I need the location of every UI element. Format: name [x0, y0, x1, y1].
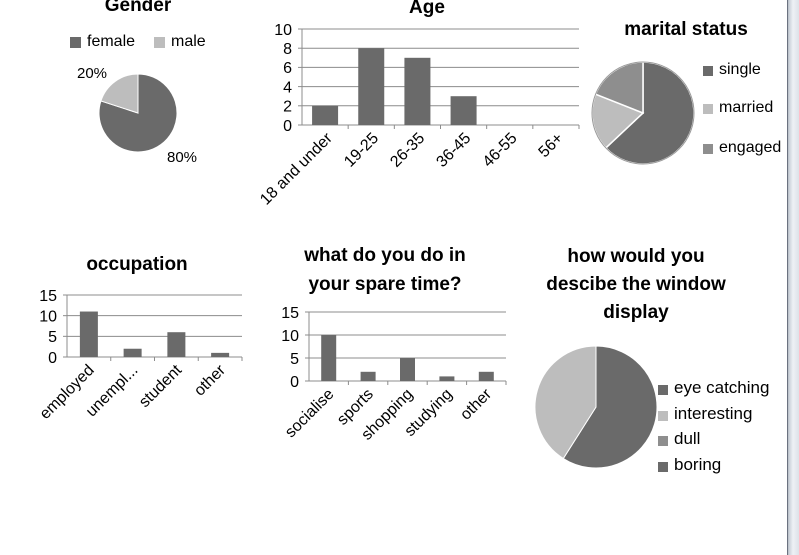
category-label: 26-35	[387, 130, 428, 171]
chart-title: Gender	[105, 0, 172, 16]
data-label: 20%	[77, 65, 107, 82]
bar-0	[79, 311, 98, 357]
chart-gender: 80% 20% female male Gender	[70, 0, 206, 166]
legend-label: dull	[674, 429, 700, 448]
chart-title: occupation	[86, 254, 187, 275]
legend-swatch-1	[658, 411, 668, 421]
y-tick-label: 0	[48, 350, 57, 367]
pie-slice-0	[562, 345, 658, 469]
y-tick-label: 8	[283, 41, 292, 58]
bar-1	[360, 371, 376, 381]
chart-title: display	[603, 302, 669, 323]
legend-swatch-0	[70, 37, 81, 48]
window-right-border	[787, 0, 799, 555]
category-label: other	[457, 385, 495, 423]
category-label: 19-25	[341, 130, 382, 171]
y-tick-label: 15	[39, 288, 57, 305]
chart-title: descibe the window	[546, 274, 726, 295]
legend-label: female	[87, 33, 135, 50]
chart-title: Age	[409, 0, 445, 18]
bar-2	[400, 358, 415, 381]
y-tick-label: 15	[281, 305, 299, 322]
window-border-line	[787, 0, 788, 555]
bar-3	[450, 96, 477, 125]
legend-swatch-2	[658, 436, 668, 446]
chart-marital: single married engaged marital status	[591, 19, 781, 165]
y-tick-label: 5	[48, 329, 57, 346]
y-tick-label: 5	[290, 351, 299, 368]
bar-4	[478, 371, 494, 381]
category-label: socialise	[282, 386, 337, 441]
y-tick-label: 10	[39, 308, 57, 325]
chart-title: how would you	[567, 246, 704, 267]
chart-age: 0 2 4 6 8 10 18 and under 19-25 26-35 36-45 46-55 5…	[257, 0, 580, 209]
category-label: 36-45	[433, 130, 474, 171]
legend-swatch-0	[703, 66, 713, 76]
category-label: 18 and under	[257, 129, 336, 208]
pie-slice-1	[534, 345, 597, 460]
legend-swatch-3	[658, 462, 668, 472]
category-label: 56+	[536, 130, 567, 161]
bar-2	[404, 57, 431, 125]
legend-label: single	[719, 61, 761, 78]
pie-edge	[591, 61, 695, 165]
chart-window: eye catching interesting dull boring how wou…	[534, 246, 769, 474]
y-tick-label: 2	[283, 99, 292, 116]
legend-label: eye catching	[674, 378, 769, 397]
legend-swatch-1	[703, 104, 713, 114]
y-tick-label: 0	[290, 374, 299, 391]
chart-title: your spare time?	[308, 274, 461, 295]
y-tick-label: 10	[274, 22, 292, 39]
pie-slice-1	[100, 73, 139, 114]
bar-3	[439, 376, 455, 381]
legend-label: married	[719, 99, 773, 116]
legend-label: male	[171, 33, 206, 50]
y-tick-label: 4	[283, 79, 292, 96]
y-tick-label: 0	[283, 118, 292, 135]
category-label: 46-55	[480, 130, 521, 171]
data-label: 80%	[167, 149, 197, 166]
bar-2	[167, 332, 186, 357]
chart-title: what do you do in	[303, 245, 465, 266]
bar-1	[123, 348, 142, 357]
y-tick-label: 10	[281, 328, 299, 345]
y-tick-label: 6	[283, 60, 292, 77]
bar-1	[358, 48, 385, 126]
legend-swatch-2	[703, 144, 713, 154]
legend-label: boring	[674, 455, 721, 474]
bar-0	[321, 335, 337, 381]
legend-swatch-0	[658, 385, 668, 395]
legend-label: engaged	[719, 139, 781, 156]
category-label: student	[136, 361, 186, 411]
legend-swatch-1	[154, 37, 165, 48]
bar-0	[312, 105, 339, 125]
bar-3	[211, 352, 230, 357]
legend-label: interesting	[674, 404, 752, 423]
chart-title: marital status	[624, 19, 748, 40]
category-label: other	[191, 361, 229, 399]
